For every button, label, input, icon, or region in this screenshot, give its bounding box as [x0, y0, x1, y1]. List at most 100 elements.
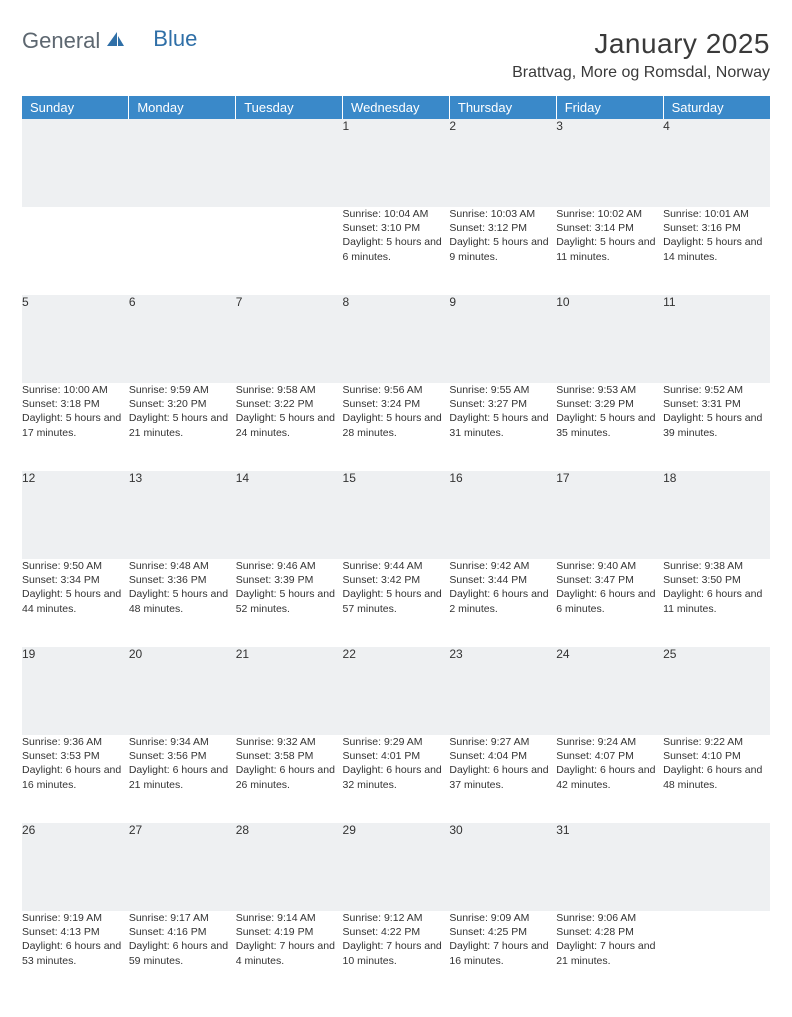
- day-detail-cell: [22, 207, 129, 295]
- day-detail-line: Daylight: 6 hours and 6 minutes.: [556, 587, 663, 615]
- logo-text-right: Blue: [153, 26, 197, 52]
- day-detail-cell: Sunrise: 9:56 AMSunset: 3:24 PMDaylight:…: [343, 383, 450, 471]
- weekday-header: Sunday: [22, 96, 129, 119]
- day-number-cell: 28: [236, 823, 343, 911]
- day-number-cell: 13: [129, 471, 236, 559]
- day-detail-line: Daylight: 6 hours and 26 minutes.: [236, 763, 343, 791]
- day-detail-line: Daylight: 6 hours and 48 minutes.: [663, 763, 770, 791]
- day-detail-line: Sunrise: 9:50 AM: [22, 559, 129, 573]
- calendar-page: General Blue January 2025 Brattvag, More…: [0, 0, 792, 1017]
- day-detail-line: Sunset: 3:18 PM: [22, 397, 129, 411]
- day-number-cell: 23: [449, 647, 556, 735]
- day-detail-line: Daylight: 6 hours and 21 minutes.: [129, 763, 236, 791]
- day-number-cell: [129, 119, 236, 207]
- day-detail-line: Sunrise: 9:42 AM: [449, 559, 556, 573]
- day-detail-line: Daylight: 5 hours and 9 minutes.: [449, 235, 556, 263]
- weekday-header: Friday: [556, 96, 663, 119]
- day-detail-line: Daylight: 5 hours and 14 minutes.: [663, 235, 770, 263]
- day-detail-line: Sunrise: 9:44 AM: [343, 559, 450, 573]
- day-number-cell: 30: [449, 823, 556, 911]
- day-detail-line: Daylight: 7 hours and 21 minutes.: [556, 939, 663, 967]
- day-number-cell: 29: [343, 823, 450, 911]
- day-detail-cell: Sunrise: 9:55 AMSunset: 3:27 PMDaylight:…: [449, 383, 556, 471]
- day-detail-line: Sunset: 4:07 PM: [556, 749, 663, 763]
- day-detail-line: Sunrise: 9:53 AM: [556, 383, 663, 397]
- day-number-cell: 24: [556, 647, 663, 735]
- day-detail-line: Sunrise: 9:36 AM: [22, 735, 129, 749]
- day-detail-line: Daylight: 6 hours and 32 minutes.: [343, 763, 450, 791]
- day-detail-cell: Sunrise: 9:24 AMSunset: 4:07 PMDaylight:…: [556, 735, 663, 823]
- day-detail-line: Sunrise: 9:24 AM: [556, 735, 663, 749]
- day-detail-line: Sunrise: 9:40 AM: [556, 559, 663, 573]
- day-detail-line: Sunset: 3:22 PM: [236, 397, 343, 411]
- day-detail-line: Sunset: 3:14 PM: [556, 221, 663, 235]
- day-detail-cell: Sunrise: 9:40 AMSunset: 3:47 PMDaylight:…: [556, 559, 663, 647]
- day-detail-line: Sunset: 3:50 PM: [663, 573, 770, 587]
- day-detail-cell: Sunrise: 10:03 AMSunset: 3:12 PMDaylight…: [449, 207, 556, 295]
- day-detail-line: Daylight: 5 hours and 35 minutes.: [556, 411, 663, 439]
- day-detail-line: Daylight: 7 hours and 10 minutes.: [343, 939, 450, 967]
- day-detail-row: Sunrise: 10:00 AMSunset: 3:18 PMDaylight…: [22, 383, 770, 471]
- day-number-row: 19202122232425: [22, 647, 770, 735]
- weekday-header: Tuesday: [236, 96, 343, 119]
- day-detail-line: Sunset: 3:16 PM: [663, 221, 770, 235]
- day-detail-cell: [663, 911, 770, 999]
- day-detail-cell: Sunrise: 9:36 AMSunset: 3:53 PMDaylight:…: [22, 735, 129, 823]
- day-detail-cell: [129, 207, 236, 295]
- day-detail-line: Sunrise: 10:03 AM: [449, 207, 556, 221]
- day-detail-line: Daylight: 5 hours and 24 minutes.: [236, 411, 343, 439]
- day-detail-cell: Sunrise: 10:02 AMSunset: 3:14 PMDaylight…: [556, 207, 663, 295]
- weekday-header: Wednesday: [343, 96, 450, 119]
- day-detail-line: Sunrise: 9:59 AM: [129, 383, 236, 397]
- day-detail-line: Sunrise: 10:01 AM: [663, 207, 770, 221]
- day-number-cell: 17: [556, 471, 663, 559]
- day-number-cell: 3: [556, 119, 663, 207]
- day-detail-cell: Sunrise: 9:27 AMSunset: 4:04 PMDaylight:…: [449, 735, 556, 823]
- day-detail-cell: Sunrise: 9:50 AMSunset: 3:34 PMDaylight:…: [22, 559, 129, 647]
- day-detail-line: Daylight: 6 hours and 42 minutes.: [556, 763, 663, 791]
- day-detail-line: Sunset: 3:56 PM: [129, 749, 236, 763]
- day-detail-line: Sunset: 3:42 PM: [343, 573, 450, 587]
- day-detail-line: Sunrise: 9:34 AM: [129, 735, 236, 749]
- weekday-header: Thursday: [449, 96, 556, 119]
- day-detail-line: Daylight: 5 hours and 48 minutes.: [129, 587, 236, 615]
- day-detail-line: Sunset: 3:47 PM: [556, 573, 663, 587]
- day-number-cell: 10: [556, 295, 663, 383]
- day-detail-line: Sunrise: 9:38 AM: [663, 559, 770, 573]
- day-detail-line: Daylight: 6 hours and 11 minutes.: [663, 587, 770, 615]
- day-detail-line: Sunrise: 10:00 AM: [22, 383, 129, 397]
- day-detail-line: Sunset: 3:24 PM: [343, 397, 450, 411]
- day-number-cell: 1: [343, 119, 450, 207]
- day-detail-line: Sunrise: 9:22 AM: [663, 735, 770, 749]
- day-detail-line: Daylight: 7 hours and 16 minutes.: [449, 939, 556, 967]
- day-detail-cell: Sunrise: 9:58 AMSunset: 3:22 PMDaylight:…: [236, 383, 343, 471]
- day-detail-cell: Sunrise: 9:19 AMSunset: 4:13 PMDaylight:…: [22, 911, 129, 999]
- day-number-cell: 31: [556, 823, 663, 911]
- day-number-row: 262728293031: [22, 823, 770, 911]
- day-detail-line: Sunrise: 9:52 AM: [663, 383, 770, 397]
- day-detail-line: Sunset: 3:39 PM: [236, 573, 343, 587]
- day-detail-line: Sunset: 4:22 PM: [343, 925, 450, 939]
- day-detail-line: Sunset: 4:04 PM: [449, 749, 556, 763]
- day-detail-line: Daylight: 5 hours and 17 minutes.: [22, 411, 129, 439]
- day-detail-line: Sunset: 4:13 PM: [22, 925, 129, 939]
- day-detail-row: Sunrise: 9:50 AMSunset: 3:34 PMDaylight:…: [22, 559, 770, 647]
- day-detail-line: Sunrise: 9:17 AM: [129, 911, 236, 925]
- day-detail-line: Daylight: 6 hours and 37 minutes.: [449, 763, 556, 791]
- day-detail-row: Sunrise: 10:04 AMSunset: 3:10 PMDaylight…: [22, 207, 770, 295]
- day-detail-line: Daylight: 5 hours and 28 minutes.: [343, 411, 450, 439]
- day-detail-line: Sunset: 4:19 PM: [236, 925, 343, 939]
- day-detail-cell: Sunrise: 9:48 AMSunset: 3:36 PMDaylight:…: [129, 559, 236, 647]
- day-detail-line: Sunrise: 9:55 AM: [449, 383, 556, 397]
- day-detail-line: Sunrise: 9:46 AM: [236, 559, 343, 573]
- day-detail-cell: Sunrise: 9:14 AMSunset: 4:19 PMDaylight:…: [236, 911, 343, 999]
- day-detail-cell: Sunrise: 10:04 AMSunset: 3:10 PMDaylight…: [343, 207, 450, 295]
- day-detail-line: Daylight: 5 hours and 21 minutes.: [129, 411, 236, 439]
- weekday-header: Monday: [129, 96, 236, 119]
- day-detail-cell: Sunrise: 9:44 AMSunset: 3:42 PMDaylight:…: [343, 559, 450, 647]
- day-detail-line: Sunset: 4:28 PM: [556, 925, 663, 939]
- logo-text-left: General: [22, 28, 100, 54]
- day-number-cell: 18: [663, 471, 770, 559]
- day-number-row: 12131415161718: [22, 471, 770, 559]
- day-number-cell: 16: [449, 471, 556, 559]
